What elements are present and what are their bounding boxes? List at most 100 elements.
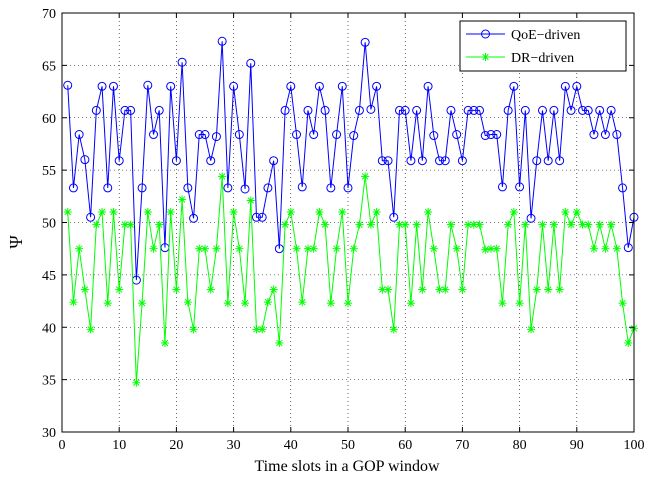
data-point [446,105,456,115]
data-point [218,172,227,181]
data-point [292,244,301,253]
x-tick-label: 60 [398,438,412,453]
data-point [86,325,95,334]
data-point [154,105,164,115]
data-point [607,220,616,229]
data-point [623,243,633,253]
data-point [326,183,336,193]
grid-lines [62,13,634,432]
data-point [86,212,96,222]
legend-box [459,20,627,72]
data-point [286,208,295,217]
data-point [520,105,530,115]
data-point [612,130,622,140]
data-point [503,105,513,115]
data-point [515,182,525,192]
data-point [258,325,267,334]
data-point [475,105,485,115]
data-point [400,105,410,115]
y-tick-label: 65 [42,59,56,74]
data-point [332,244,341,253]
data-point [103,299,112,308]
data-point [177,57,187,67]
data-point [166,81,176,91]
y-tick-label: 60 [42,112,56,127]
data-point [109,208,118,217]
x-tick-label: 100 [624,438,645,453]
data-point [406,156,416,166]
data-point [149,244,158,253]
data-point [292,130,302,140]
data-point [555,156,565,166]
data-point [589,244,598,253]
data-point [618,183,628,193]
data-point [269,156,279,166]
x-tick-label: 50 [341,438,355,453]
data-point [91,105,101,115]
data-point [211,132,221,142]
data-point [361,172,370,181]
data-point [452,130,462,140]
data-point [527,325,536,334]
data-point [115,285,124,294]
data-point [97,81,107,91]
data-point [149,130,159,140]
series-layer [63,36,639,387]
data-point [137,183,147,193]
data-point [457,156,467,166]
data-point [389,325,398,334]
data-point [338,208,347,217]
data-point [526,213,536,223]
data-point [298,298,307,307]
data-point [578,220,587,229]
data-point [297,182,307,192]
data-point [394,105,404,115]
data-point [366,104,376,114]
data-point [492,130,502,140]
data-point [566,105,576,115]
data-point [578,105,588,115]
data-point [63,80,73,90]
data-point [343,183,353,193]
data-point [337,81,347,91]
y-tick-label: 45 [42,269,56,284]
data-point [583,105,593,115]
data-point [68,183,78,193]
data-point [234,130,244,140]
data-point [412,105,422,115]
data-point [372,208,381,217]
data-point [138,299,147,308]
data-point [537,105,547,115]
data-point [281,220,290,229]
data-point [240,184,250,194]
data-point [498,299,507,308]
data-point [194,130,204,140]
series-qoe-driven [63,36,639,285]
y-tick-label: 40 [42,321,56,336]
data-point [480,131,490,141]
y-tick-label: 55 [42,164,56,179]
y-axis-label: Ψ [6,235,26,249]
data-point [80,155,90,165]
data-point [108,81,118,91]
legend-star-shape [481,53,490,61]
data-point [561,208,570,217]
data-point [446,220,455,229]
series-line [67,41,635,281]
x-tick-label: 70 [455,438,469,453]
data-point [555,285,564,294]
series-dr-driven [63,172,638,387]
data-point [320,105,330,115]
data-point [206,156,216,166]
data-point [383,156,393,166]
data-point [75,244,84,253]
data-point [589,130,599,140]
data-point [143,208,152,217]
legend-marker-dr [481,53,490,61]
data-point [349,131,359,141]
data-point [543,156,553,166]
data-point [469,220,478,229]
data-point [532,285,541,294]
data-point [160,338,169,347]
data-point [515,299,524,308]
